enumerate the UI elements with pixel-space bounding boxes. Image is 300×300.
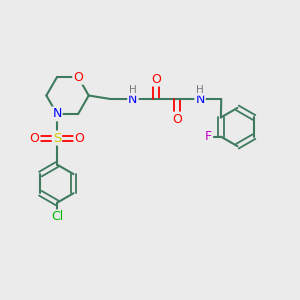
Text: F: F: [205, 130, 212, 143]
Text: H: H: [196, 85, 204, 95]
Text: N: N: [128, 93, 138, 106]
Text: N: N: [195, 93, 205, 106]
Text: O: O: [151, 73, 161, 85]
Text: O: O: [74, 131, 84, 145]
Text: S: S: [53, 131, 61, 145]
Text: O: O: [30, 131, 40, 145]
Text: N: N: [52, 107, 62, 120]
Text: H: H: [129, 85, 137, 95]
Text: O: O: [172, 112, 182, 126]
Text: Cl: Cl: [51, 210, 63, 224]
Text: O: O: [73, 71, 83, 84]
